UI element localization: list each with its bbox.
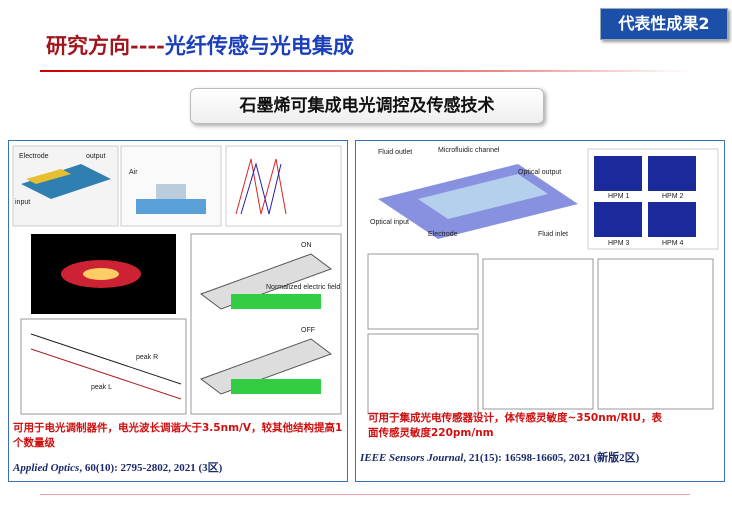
fig-label: Air xyxy=(129,169,138,176)
citation-details: , 60(10): 2795-2802, 2021 (3区) xyxy=(79,462,223,474)
left-panel: Electrode output input Air ON OFF peak R… xyxy=(8,140,348,482)
left-figure: Electrode output input Air ON OFF peak R… xyxy=(12,145,342,415)
fig-label: peak R xyxy=(136,354,158,361)
journal: Applied Optics xyxy=(13,462,80,474)
right-description: 可用于集成光电传感器设计，体传感灵敏度~350nm/RIU，表面传感灵敏度220… xyxy=(368,412,662,439)
fig-label: ON xyxy=(301,242,312,249)
fig-label: Electrode xyxy=(19,153,49,160)
footer-rule xyxy=(40,494,690,495)
fig-label: Electrode xyxy=(428,231,458,238)
right-citation: IEEE Sensors Journal, 21(15): 16598-1660… xyxy=(360,449,639,465)
title: 研究方向----光纤传感与光电集成 xyxy=(46,30,354,60)
fig-label: Optical output xyxy=(518,169,561,176)
fig-label: input xyxy=(15,199,30,206)
fig-label: HPM 1 xyxy=(608,193,630,200)
citation-details: , 21(15): 16598-16605, 2021 (新版2区) xyxy=(463,452,640,464)
title-part2: 光纤传感与光电集成 xyxy=(164,33,354,58)
banner: 石墨烯可集成电光调控及传感技术 xyxy=(190,88,544,124)
left-description: 可用于电光调制器件，电光波长调谐大于3.5nm/V，较其他结构提高1个数量级 xyxy=(13,422,343,449)
title-rule xyxy=(40,70,690,72)
badge: 代表性成果2 xyxy=(600,8,728,40)
fig-label: HPM 2 xyxy=(662,193,684,200)
fig-label: OFF xyxy=(301,327,315,334)
right-figure: Fluid outlet Microfluidic channel Optica… xyxy=(367,147,719,415)
fig-label: Normalized electric field xyxy=(266,284,340,291)
fig-label: HPM 4 xyxy=(662,240,684,247)
fig-label: output xyxy=(86,153,106,160)
fig-label: peak L xyxy=(91,384,112,391)
fig-label: Microfluidic channel xyxy=(438,147,500,154)
right-panel: Fluid outlet Microfluidic channel Optica… xyxy=(355,140,725,482)
left-citation: Applied Optics, 60(10): 2795-2802, 2021 … xyxy=(13,459,222,475)
fig-label: Optical input xyxy=(370,219,409,226)
journal: IEEE Sensors Journal xyxy=(360,452,464,464)
fig-label: HPM 3 xyxy=(608,240,630,247)
fig-label: Fluid outlet xyxy=(378,149,412,156)
title-part1: 研究方向---- xyxy=(46,33,165,58)
fig-label: Fluid inlet xyxy=(538,231,568,238)
